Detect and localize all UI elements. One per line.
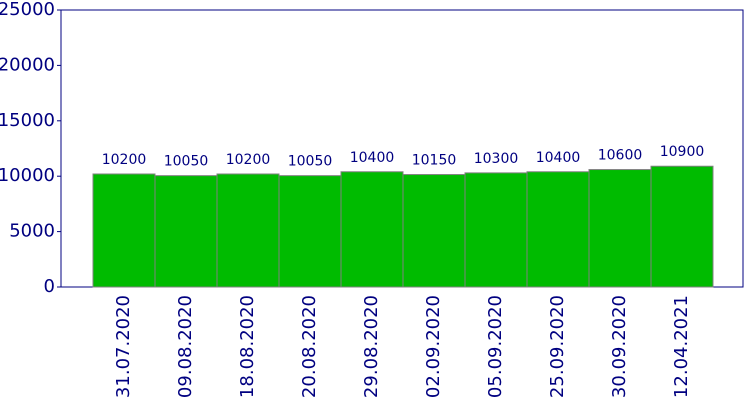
y-tick-label: 5000 [9, 221, 55, 242]
value-label: 10200 [226, 152, 271, 168]
x-tick-label: 20.08.2020 [299, 295, 320, 398]
value-label: 10400 [536, 150, 581, 166]
y-tick-label: 0 [44, 276, 55, 297]
value-label: 10400 [350, 150, 395, 166]
value-label: 10600 [598, 148, 643, 164]
bar [650, 165, 714, 288]
bar [154, 175, 218, 288]
x-tick-label: 31.07.2020 [113, 295, 134, 398]
bar [588, 169, 652, 288]
value-label: 10050 [288, 154, 333, 170]
bar [526, 171, 590, 288]
x-tick-label: 30.09.2020 [609, 295, 630, 398]
bar [340, 171, 404, 288]
x-tick-label: 05.09.2020 [485, 295, 506, 398]
x-tick-label: 02.09.2020 [423, 295, 444, 398]
x-tick-label: 29.08.2020 [361, 295, 382, 398]
bar [92, 173, 156, 288]
y-tick-label: 25000 [0, 0, 55, 20]
bar [216, 173, 280, 288]
x-tick-label: 09.08.2020 [175, 295, 196, 398]
y-tick-label: 15000 [0, 110, 55, 131]
value-label: 10200 [102, 152, 147, 168]
x-tick-label: 18.08.2020 [237, 295, 258, 398]
value-label: 10300 [474, 151, 519, 167]
value-label: 10900 [660, 144, 705, 160]
x-tick-label: 12.04.2021 [671, 295, 692, 398]
bar [402, 174, 466, 288]
value-label: 10050 [164, 154, 209, 170]
bar [278, 175, 342, 288]
bar [464, 172, 528, 288]
value-label: 10150 [412, 153, 457, 169]
y-tick-label: 10000 [0, 165, 55, 186]
y-tick-label: 20000 [0, 54, 55, 75]
x-tick-label: 25.09.2020 [547, 295, 568, 398]
